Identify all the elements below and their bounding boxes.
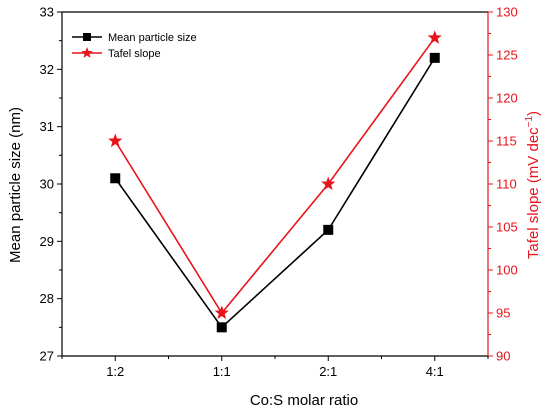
series-tafel-slope: [108, 30, 442, 320]
data-point: [321, 176, 336, 191]
plot-frame: [61, 11, 489, 357]
legend-marker: [83, 33, 91, 41]
x-tick-label: 1:2: [106, 364, 124, 379]
y-right-tick-label: 90: [496, 349, 510, 364]
right-axis: 90 95 100 105 110 115 120 125 130: [488, 5, 518, 364]
x-tick-label: 4:1: [426, 364, 444, 379]
y-right-tick-label: 110: [496, 177, 517, 192]
y-right-tick-label: 100: [496, 263, 518, 278]
legend-label: Tafel slope: [108, 48, 161, 60]
y-left-tick-label: 28: [40, 291, 54, 306]
y-left-tick-label: 32: [40, 62, 54, 77]
y-axis-right-title-close: ): [525, 111, 542, 116]
y-axis-right-title-sup: −1: [524, 115, 535, 127]
series-layer: [108, 30, 442, 333]
legend: Mean particle size Tafel slope: [72, 32, 197, 60]
y-left-tick-label: 33: [40, 5, 54, 20]
legend-label: Mean particle size: [108, 32, 197, 44]
data-point: [110, 173, 121, 184]
data-point: [108, 133, 123, 148]
y-right-tick-label: 105: [496, 220, 518, 235]
data-point: [216, 322, 227, 333]
left-axis: 27 28 29 30 31 32 33: [40, 5, 62, 364]
y-left-tick-label: 29: [40, 234, 54, 249]
data-point: [323, 224, 334, 235]
y-right-tick-label: 130: [496, 5, 518, 20]
y-right-tick-label: 120: [496, 91, 518, 106]
y-left-tick-label: 31: [40, 119, 54, 134]
y-axis-right-title-main: Tafel slope (mV dec: [525, 127, 542, 259]
y-right-tick-label: 95: [496, 306, 510, 321]
series-mean-particle-size: [110, 52, 440, 333]
y-axis-left-title: Mean particle size (nm): [7, 107, 24, 263]
y-left-tick-label: 27: [40, 349, 54, 364]
legend-marker: [81, 47, 93, 58]
series-line: [114, 57, 436, 329]
y-right-tick-label: 115: [496, 134, 517, 149]
x-tick-label: 1:1: [213, 364, 231, 379]
y-left-tick-label: 30: [40, 177, 54, 192]
data-point: [427, 30, 442, 44]
x-tick-label: 2:1: [319, 364, 337, 379]
series-line: [114, 37, 436, 315]
data-point: [429, 52, 440, 63]
x-axis: 1:2 1:1 2:1 4:1: [61, 356, 489, 379]
x-axis-title: Co:S molar ratio: [250, 392, 358, 409]
y-right-tick-label: 125: [496, 48, 518, 63]
y-axis-right-title: Tafel slope (mV dec−1): [524, 111, 542, 259]
data-point: [214, 305, 229, 320]
